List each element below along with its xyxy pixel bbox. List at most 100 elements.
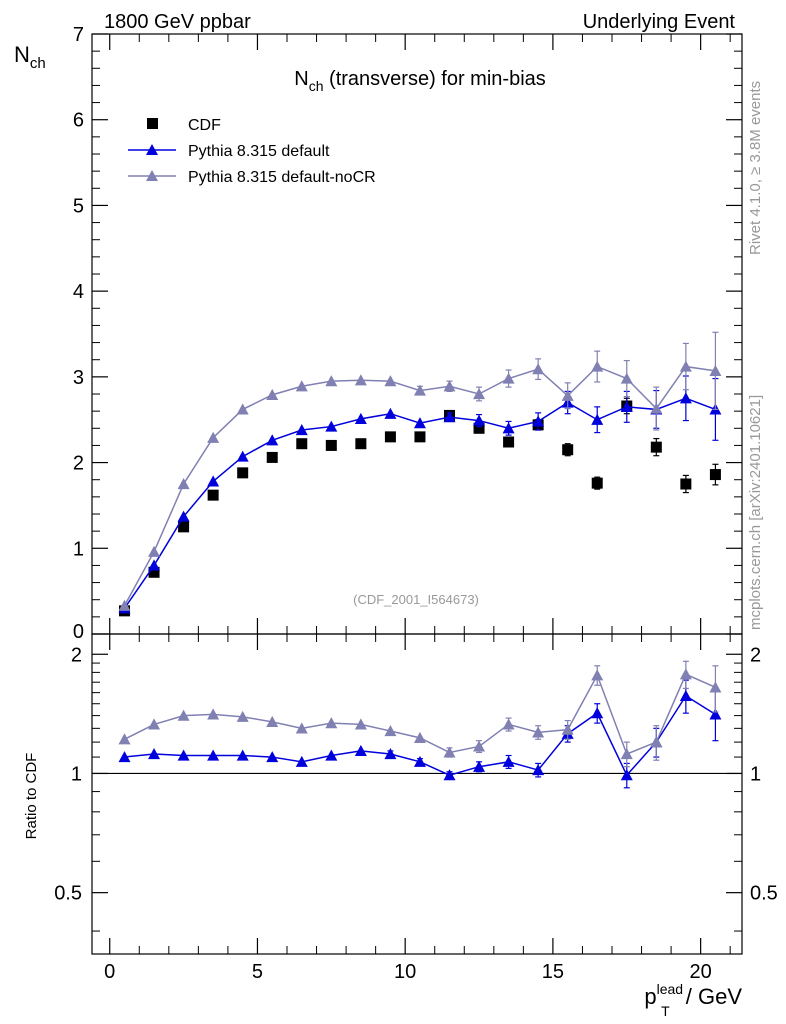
data-point-pythia-default — [266, 434, 279, 446]
ratio-point-pythia-default — [384, 747, 397, 760]
ratio-point-pythia-nocr — [679, 668, 692, 680]
ratio-point-pythia-default — [354, 744, 367, 757]
y-tick-label: 0 — [73, 621, 84, 643]
data-point-pythia-default — [148, 559, 161, 571]
legend-marker-pythia-default — [146, 144, 158, 155]
data-point-cdf — [384, 431, 396, 443]
y-tick-label: 7 — [73, 24, 84, 46]
header-energy-label: 1800 GeV ppbar — [104, 11, 251, 33]
ratio-point-pythia-default — [177, 749, 190, 761]
data-point-pythia-default — [679, 392, 692, 404]
ratio-point-pythia-nocr — [591, 669, 604, 681]
ratio-y-tick-label-right: 1 — [750, 763, 761, 785]
data-point-pythia-default — [591, 413, 604, 425]
ratio-point-pythia-default — [679, 689, 692, 701]
x-axis-label-sup: lead — [657, 981, 683, 997]
data-point-pythia-nocr — [148, 545, 161, 557]
ratio-point-pythia-default — [266, 751, 279, 763]
main-series — [118, 331, 722, 617]
legend: CDF Pythia 8.315 default Pythia 8.315 de… — [128, 117, 376, 186]
chart-title: Nch (transverse) for min-bias — [294, 68, 546, 94]
data-point-pythia-default — [620, 400, 633, 412]
data-point-pythia-default — [384, 407, 397, 419]
ratio-point-pythia-default — [473, 760, 486, 772]
ratio-y-tick-label-right: 0.5 — [750, 883, 778, 905]
ratio-point-pythia-default — [591, 707, 604, 719]
data-point-cdf — [414, 431, 426, 443]
ratio-point-pythia-default — [295, 755, 308, 767]
legend-label-pythia-nocr: Pythia 8.315 default-noCR — [188, 169, 376, 186]
data-point-pythia-default — [502, 422, 515, 434]
ratio-point-pythia-nocr — [177, 709, 190, 721]
data-point-pythia-nocr — [502, 372, 515, 384]
ratio-series — [118, 660, 722, 789]
ratio-point-pythia-nocr — [236, 710, 249, 722]
main-y-ticks: 0 1 2 3 4 5 6 7 — [73, 24, 742, 643]
y-tick-label: 2 — [73, 453, 84, 475]
data-point-cdf — [650, 441, 662, 453]
header-process-label: Underlying Event — [583, 11, 736, 33]
chart-title-main: N — [294, 68, 308, 90]
data-point-pythia-default — [354, 412, 367, 424]
data-point-pythia-nocr — [620, 372, 633, 384]
rivet-version-label: Rivet 4.1.0, ≥ 3.8M events — [747, 81, 764, 255]
ratio-point-pythia-default — [443, 769, 456, 781]
data-point-cdf — [709, 469, 721, 481]
ratio-point-pythia-nocr — [118, 733, 131, 745]
ratio-y-tick-label: 1 — [71, 763, 82, 785]
legend-label-cdf: CDF — [188, 117, 221, 134]
data-point-pythia-nocr — [325, 375, 338, 387]
x-ticks: 0 5 10 15 20 — [104, 34, 731, 983]
ratio-point-pythia-nocr — [502, 718, 515, 730]
legend-marker-cdf — [147, 118, 158, 129]
ratio-point-pythia-nocr — [561, 723, 574, 735]
data-point-pythia-nocr — [473, 388, 486, 400]
x-tick-label: 15 — [542, 961, 564, 983]
x-tick-label: 0 — [104, 961, 115, 983]
x-axis-label-sub: T — [661, 1003, 670, 1019]
x-axis-label: plead T / GeV — [644, 981, 742, 1019]
data-point-pythia-default — [325, 420, 338, 432]
data-point-pythia-nocr — [591, 360, 604, 372]
data-point-cdf — [207, 489, 219, 501]
ratio-point-pythia-default — [502, 755, 515, 767]
x-tick-label: 20 — [690, 961, 712, 983]
ratio-point-pythia-nocr — [148, 718, 161, 730]
y-axis-label-sub: ch — [30, 55, 46, 72]
x-axis-label-main: p — [644, 984, 656, 1009]
data-point-cdf — [237, 467, 249, 479]
data-point-pythia-nocr — [207, 431, 220, 443]
data-point-pythia-default — [413, 417, 426, 429]
ratio-point-pythia-nocr — [650, 736, 663, 748]
data-point-pythia-nocr — [266, 388, 279, 400]
data-point-pythia-nocr — [177, 478, 190, 490]
data-point-pythia-nocr — [236, 403, 249, 415]
y-axis-label: Nch — [14, 42, 46, 72]
ratio-point-pythia-default — [413, 755, 426, 767]
y-tick-label: 6 — [73, 110, 84, 132]
ratio-point-pythia-default — [532, 764, 545, 776]
ratio-point-pythia-nocr — [354, 718, 367, 730]
legend-marker-pythia-nocr — [146, 170, 158, 181]
ratio-y-ticks: 0.5 0.5 1 1 2 2 — [54, 644, 778, 932]
chart-title-sub: ch — [309, 78, 324, 94]
data-point-pythia-default — [177, 510, 190, 522]
ratio-point-pythia-nocr — [443, 746, 456, 758]
ratio-point-pythia-nocr — [620, 747, 633, 760]
data-point-cdf — [591, 477, 603, 489]
ratio-point-pythia-default — [148, 747, 161, 760]
data-point-cdf — [473, 422, 485, 434]
data-point-pythia-default — [236, 450, 249, 462]
x-tick-label: 5 — [252, 961, 263, 983]
ratio-point-pythia-default — [207, 749, 220, 761]
analysis-id: (CDF_2001_I564673) — [353, 592, 479, 607]
ratio-point-pythia-default — [118, 751, 131, 763]
data-point-pythia-nocr — [443, 380, 456, 392]
ratio-point-pythia-nocr — [473, 740, 486, 752]
ratio-point-pythia-nocr — [207, 708, 220, 720]
data-point-cdf — [325, 439, 337, 451]
data-point-pythia-nocr — [709, 364, 722, 376]
ratio-point-pythia-nocr — [413, 731, 426, 743]
legend-label-pythia-default: Pythia 8.315 default — [188, 143, 330, 160]
